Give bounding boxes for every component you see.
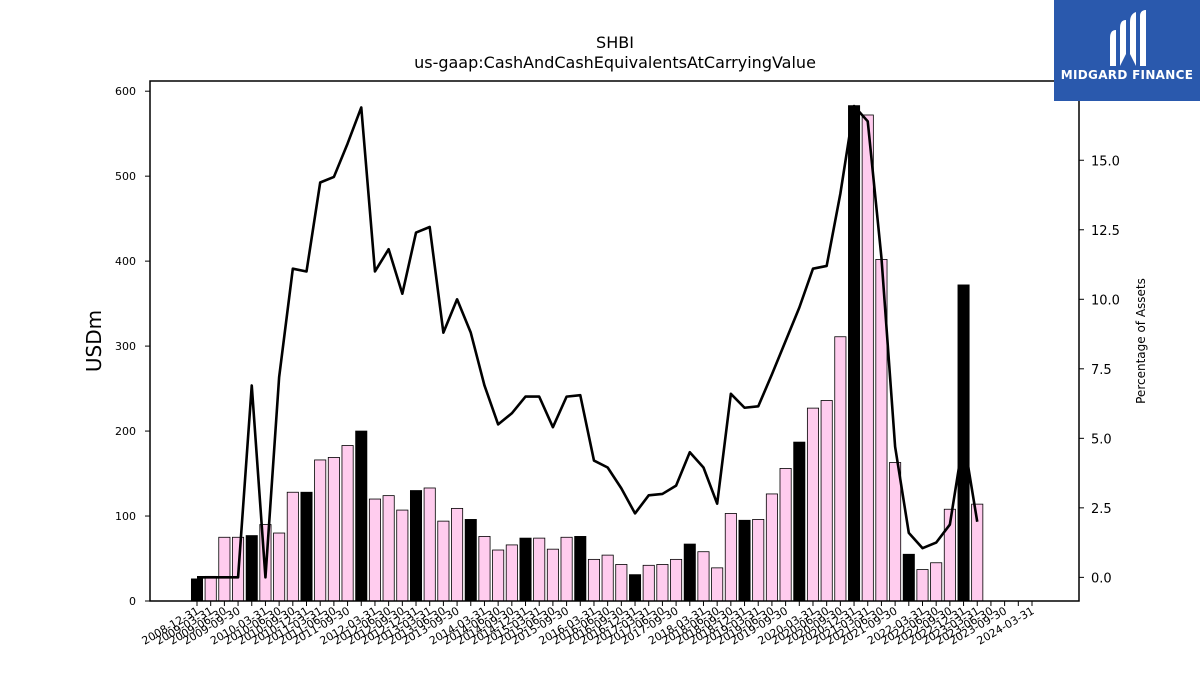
bar — [861, 114, 874, 602]
bar — [273, 532, 286, 602]
y-tick-label: 100 — [115, 510, 136, 523]
bar — [451, 507, 464, 602]
y2-tick-label: 15.0 — [1091, 154, 1120, 169]
bar — [793, 441, 806, 602]
bar — [341, 445, 354, 602]
logo-text: MIDGARD FINANCE — [1060, 68, 1194, 82]
bar-series — [190, 105, 984, 602]
bar — [656, 564, 669, 602]
bar — [382, 495, 395, 602]
bar — [615, 564, 628, 602]
bar — [574, 536, 587, 602]
bar — [437, 520, 450, 602]
bar — [779, 468, 792, 602]
bar — [396, 509, 409, 602]
bar — [204, 575, 217, 602]
bar — [930, 562, 943, 602]
bar — [560, 536, 573, 602]
bar — [478, 536, 491, 602]
y2-axis-label: Percentage of Assets — [1134, 278, 1148, 404]
bar — [697, 551, 710, 602]
bar — [587, 558, 600, 602]
bar — [916, 569, 929, 602]
y-tick-label: 600 — [115, 85, 136, 98]
bar — [327, 457, 340, 602]
y-tick-label: 300 — [115, 340, 136, 353]
bar — [711, 567, 724, 602]
bar — [902, 553, 915, 602]
bar — [505, 544, 518, 602]
bar — [368, 498, 381, 602]
bar — [834, 336, 847, 602]
y-axis-label: USDm — [82, 310, 106, 372]
y-tick-label: 0 — [129, 595, 136, 608]
x-axis: 2008-12-312009-03-312009-06-302009-09-30… — [140, 601, 1037, 648]
bar — [355, 430, 368, 602]
bar — [190, 578, 204, 602]
bar — [286, 491, 299, 602]
y2-tick-label: 12.5 — [1091, 224, 1120, 239]
bar — [848, 105, 861, 602]
bar — [738, 519, 751, 602]
y2-tick-label: 7.5 — [1091, 363, 1112, 378]
logo-mark-icon — [1110, 10, 1146, 66]
bar — [629, 574, 642, 602]
bar — [806, 407, 819, 602]
bar — [683, 543, 696, 602]
bar — [820, 400, 833, 602]
plot-frame — [149, 80, 1080, 602]
bar — [314, 459, 327, 602]
bar — [492, 549, 505, 602]
percentage-line — [197, 104, 979, 579]
bar — [218, 536, 231, 602]
line-series — [197, 104, 979, 579]
y2-tick-label: 2.5 — [1091, 502, 1112, 517]
chart-title: SHBI — [596, 33, 634, 52]
bar — [533, 537, 546, 602]
right-axis: 0.0 2.5 5.0 7.5 10.0 12.5 15.0 — [1079, 154, 1120, 586]
bar — [546, 548, 559, 602]
bar — [889, 462, 902, 602]
y-tick-label: 400 — [115, 255, 136, 268]
bar — [670, 558, 683, 602]
bar — [752, 519, 765, 602]
y2-tick-label: 10.0 — [1091, 293, 1120, 308]
left-axis: 0 100 200 300 400 500 600 — [115, 85, 150, 608]
bar — [464, 519, 477, 602]
bar — [724, 513, 737, 602]
bar — [409, 490, 423, 602]
bar — [765, 493, 778, 602]
y-tick-label: 500 — [115, 170, 136, 183]
chart-subtitle: us-gaap:CashAndCashEquivalentsAtCarrying… — [414, 53, 816, 72]
bar — [519, 537, 532, 602]
y2-tick-label: 5.0 — [1091, 432, 1112, 447]
brand-logo: MIDGARD FINANCE — [1054, 0, 1200, 101]
bar — [245, 535, 258, 602]
bar — [601, 554, 614, 602]
y-tick-label: 200 — [115, 425, 136, 438]
bar — [642, 564, 655, 602]
bar — [300, 491, 313, 602]
y2-tick-label: 0.0 — [1091, 571, 1112, 586]
bar — [423, 487, 436, 602]
